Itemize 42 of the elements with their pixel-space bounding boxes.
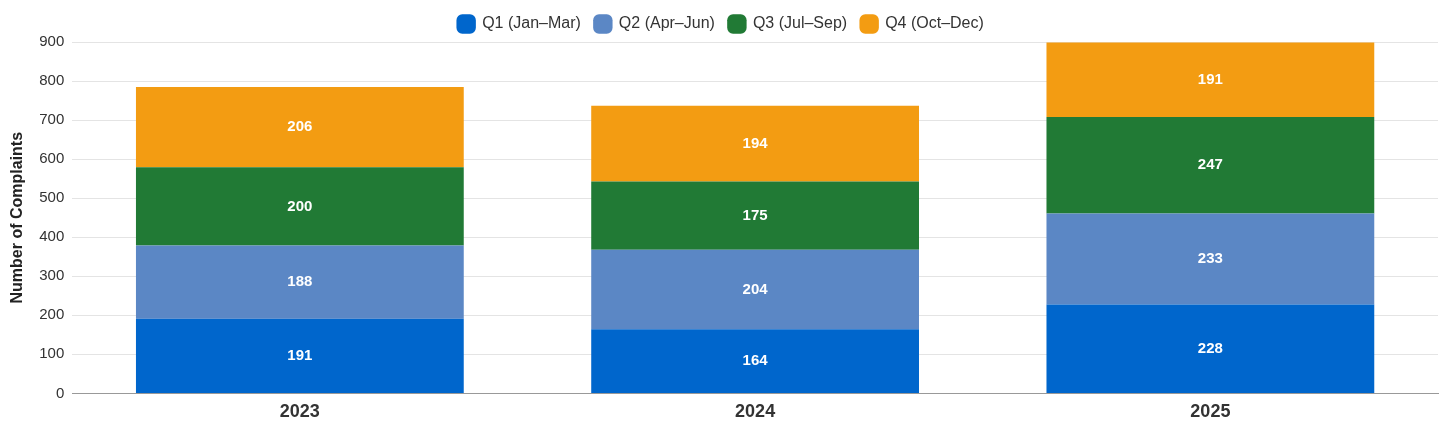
data-label: 175 <box>742 205 768 223</box>
y-tick-label: 300 <box>39 266 65 284</box>
data-label: 233 <box>1197 249 1223 267</box>
y-axis-title: Number of Complaints <box>8 131 26 304</box>
bar <box>135 245 464 319</box>
x-tick-label: 2025 <box>1190 401 1231 422</box>
bar <box>135 318 464 393</box>
bar <box>135 167 464 246</box>
bar <box>1046 304 1375 393</box>
data-label: 164 <box>742 351 769 369</box>
bar <box>591 329 920 393</box>
bar <box>591 181 920 250</box>
bar <box>1046 116 1375 214</box>
bar <box>591 105 920 182</box>
data-label: 206 <box>287 117 313 135</box>
y-tick-label: 100 <box>39 344 65 362</box>
y-tick-label: 900 <box>39 32 65 50</box>
legend-label: Q3 (Jul–Sep) <box>752 14 848 32</box>
data-label: 200 <box>287 196 313 214</box>
x-tick-label: 2024 <box>735 401 776 422</box>
data-label: 228 <box>1197 338 1223 356</box>
y-tick-label: 600 <box>39 149 65 167</box>
bar <box>1046 213 1375 305</box>
bar <box>591 249 920 330</box>
data-label: 194 <box>742 133 769 151</box>
legend-label: Q2 (Apr–Jun) <box>618 14 715 32</box>
data-label: 247 <box>1197 155 1223 173</box>
legend-label: Q1 (Jan–Mar) <box>482 14 581 32</box>
data-label: 204 <box>742 279 769 297</box>
legend-label: Q4 (Oct–Dec) <box>885 14 984 32</box>
bar <box>135 86 464 168</box>
data-label: 191 <box>287 346 313 363</box>
y-tick-label: 0 <box>55 383 65 401</box>
x-tick-label: 2023 <box>279 401 320 422</box>
data-label: 188 <box>287 272 313 290</box>
y-tick-label: 200 <box>39 305 65 323</box>
y-tick-label: 500 <box>39 188 65 206</box>
y-tick-label: 700 <box>39 110 65 128</box>
y-tick-label: 800 <box>39 71 65 89</box>
bar <box>1046 42 1375 117</box>
data-label: 191 <box>1197 69 1223 87</box>
y-tick-label: 400 <box>39 227 65 245</box>
